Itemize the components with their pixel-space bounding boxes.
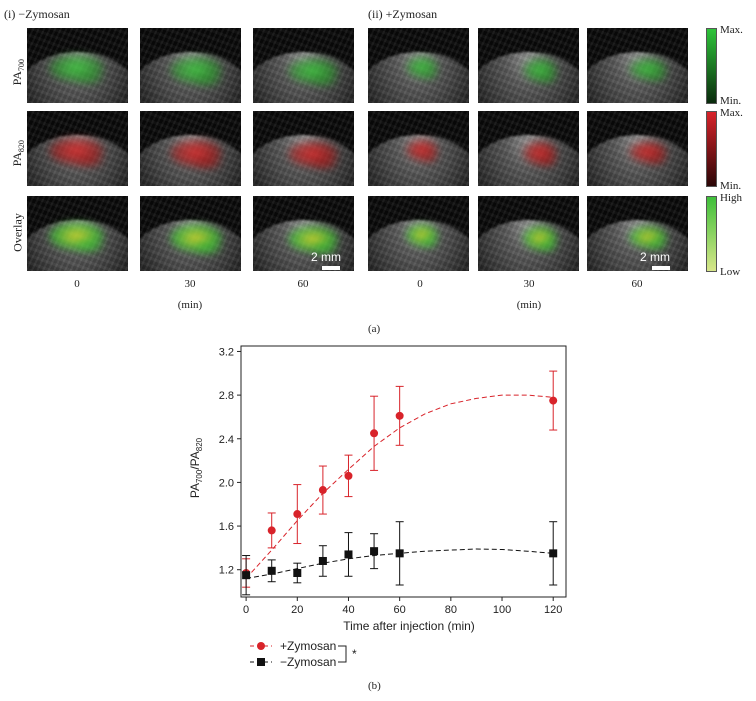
y-tick-label: 2.4 [219,434,234,446]
time-label-right-30: 30 [523,278,535,290]
data-point-minus [318,556,327,565]
x-tick-label: 0 [243,604,249,616]
colorbar-overlay [706,196,717,272]
time-unit-right: (min) [516,299,542,311]
data-point-minus [370,547,379,556]
time-unit-left: (min) [177,299,203,311]
colorbar-pa700-min: Min. [720,95,742,107]
right-panel-title: (ii) +Zymosan [368,7,438,21]
fit-line-plus [245,394,554,579]
significance-marker: * [352,647,357,661]
image-overlay-minus-60 [253,196,354,271]
colorbar-pa820 [706,111,717,187]
x-tick-label: 40 [342,604,354,616]
data-point-minus [242,571,251,580]
left-panel-title: (i) −Zymosan [4,7,70,21]
image-overlay-plus-60 [587,196,688,271]
scale-bar-right [652,266,670,270]
data-point-minus [267,566,276,575]
image-pa700-plus-0 [368,28,469,103]
scale-bar-left [322,266,340,270]
significance-bracket [338,645,347,663]
colorbar-pa700-max: Max. [720,24,743,36]
y-tick-label: 2.8 [219,390,234,402]
data-point-plus [370,429,379,438]
image-pa700-minus-30 [140,28,241,103]
image-pa700-minus-0 [27,28,128,103]
data-point-plus [293,510,302,519]
data-point-minus [293,568,302,577]
x-tick-label: 100 [493,604,511,616]
data-point-plus [344,471,353,480]
time-label-left-0: 0 [74,278,80,290]
colorbar-pa700 [706,28,717,104]
legend-minus-label: −Zymosan [280,655,336,669]
time-label-right-0: 0 [417,278,423,290]
data-point-minus [549,549,558,558]
colorbar-overlay-high: High [720,192,742,204]
colorbar-pa820-max: Max. [720,107,743,119]
scale-bar-label-left: 2 mm [311,250,341,264]
image-pa820-plus-0 [368,111,469,186]
caption-a: (a) [368,323,381,335]
image-overlay-minus-0 [27,196,128,271]
y-tick-label: 2.0 [219,477,234,489]
image-pa700-minus-60 [253,28,354,103]
image-overlay-plus-30 [478,196,579,271]
x-tick-label: 60 [394,604,406,616]
data-point-plus [267,526,276,535]
x-tick-label: 80 [445,604,457,616]
colorbar-pa820-min: Min. [720,180,742,192]
y-tick-label: 1.2 [219,565,234,577]
caption-b: (b) [368,680,381,692]
image-pa820-plus-60 [587,111,688,186]
legend-minus-marker [257,658,265,666]
x-tick-label: 20 [291,604,303,616]
legend-plus-label: +Zymosan [280,639,336,653]
image-pa820-minus-30 [140,111,241,186]
image-pa820-minus-0 [27,111,128,186]
image-pa820-plus-30 [478,111,579,186]
image-overlay-minus-30 [140,196,241,271]
time-label-right-60: 60 [631,278,643,290]
image-overlay-plus-0 [368,196,469,271]
data-point-minus [395,549,404,558]
data-point-plus [395,411,404,420]
data-point-plus [549,396,558,405]
image-pa700-plus-60 [587,28,688,103]
data-point-minus [344,550,353,559]
y-tick-label: 1.6 [219,521,234,533]
image-pa820-minus-60 [253,111,354,186]
scale-bar-label-right: 2 mm [640,250,670,264]
time-label-left-30: 30 [184,278,196,290]
time-label-left-60: 60 [297,278,309,290]
legend-plus-marker [257,642,265,650]
y-tick-label: 3.2 [219,346,234,358]
image-pa700-plus-30 [478,28,579,103]
x-axis-label: Time after injection (min) [343,619,475,633]
x-tick-label: 120 [544,604,562,616]
legend: +Zymosan −Zymosan * [250,639,357,669]
data-point-plus [318,486,327,495]
y-axis-label: PA700/PA820 [188,437,204,498]
plot-frame [240,345,567,598]
colorbar-overlay-low: Low [720,266,741,278]
